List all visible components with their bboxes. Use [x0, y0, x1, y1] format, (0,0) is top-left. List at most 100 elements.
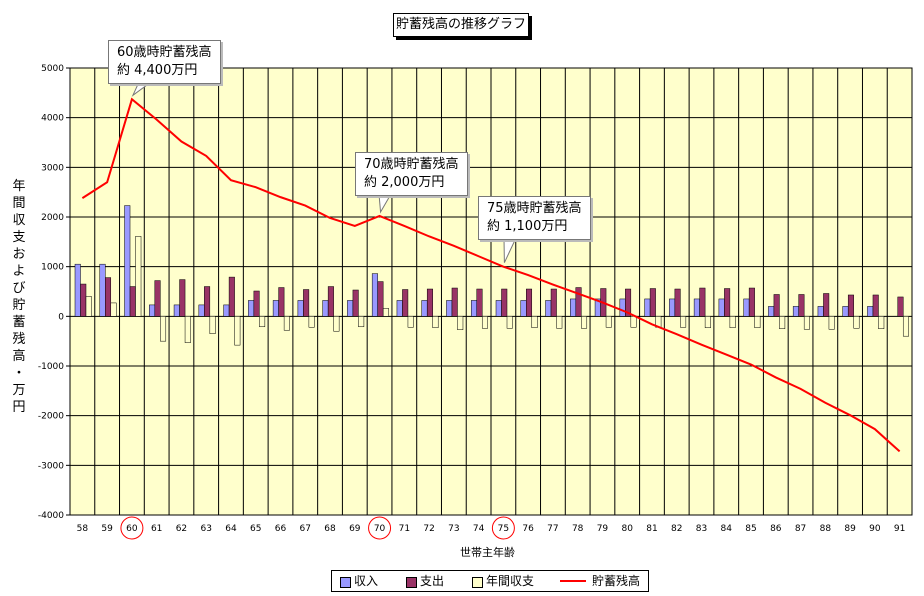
legend: 収入 支出 年間収支 貯蓄残高: [331, 570, 649, 592]
bar-収入: [396, 300, 403, 317]
bar-支出: [847, 294, 854, 317]
annotation-75-line1: 75歳時貯蓄残高: [487, 201, 582, 216]
bar-支出: [228, 276, 235, 317]
bar-支出: [501, 288, 508, 317]
bar-収入: [347, 300, 354, 317]
bar-収入: [248, 300, 255, 317]
y-tick-label: 2000: [41, 213, 64, 223]
y-axis-label-char: お: [12, 247, 26, 262]
y-axis-label-char: 年: [12, 179, 26, 194]
bar-収入: [371, 273, 378, 317]
legend-label-savings: 貯蓄残高: [592, 574, 641, 588]
bar-年間収支: [358, 316, 365, 328]
bar-支出: [352, 289, 359, 317]
bar-支出: [402, 289, 409, 317]
bar-年間収支: [704, 316, 711, 329]
y-tick-label: 4000: [41, 114, 64, 124]
legend-label-expense: 支出: [420, 574, 445, 588]
bar-年間収支: [556, 316, 563, 329]
y-axis-label-char: よ: [12, 264, 26, 279]
bar-年間収支: [209, 316, 216, 334]
bar-収入: [198, 304, 205, 317]
bar-年間収支: [85, 296, 92, 317]
x-tick-label: 91: [894, 524, 905, 534]
bar-年間収支: [680, 316, 687, 328]
bar-支出: [303, 289, 310, 317]
bar-収入: [421, 300, 428, 317]
x-tick-label: 89: [844, 524, 856, 534]
y-axis-label-char: 蓄: [12, 315, 26, 330]
bar-支出: [649, 288, 656, 317]
bar-支出: [80, 283, 87, 317]
bar-収入: [297, 300, 304, 317]
annotation-75-line2: 約 1,100万円: [487, 219, 568, 234]
chart-title: 貯蓄残高の推移グラフ: [393, 13, 529, 37]
bar-年間収支: [803, 316, 810, 330]
x-tick-label: 73: [448, 524, 459, 534]
x-tick-label: 70: [374, 524, 386, 534]
bar-年間収支: [184, 316, 191, 343]
x-tick-label: 78: [572, 524, 584, 534]
x-tick-label: 79: [597, 524, 609, 534]
bar-支出: [748, 287, 755, 317]
y-tick-label: -2000: [38, 412, 64, 422]
x-tick-label: 69: [349, 524, 361, 534]
bar-支出: [550, 288, 557, 317]
x-tick-label: 84: [721, 524, 733, 534]
bar-収入: [669, 298, 676, 317]
bar-年間収支: [605, 316, 612, 328]
bar-支出: [625, 288, 632, 317]
bar-年間収支: [283, 316, 290, 331]
y-tick-label: -3000: [38, 461, 64, 471]
bar-支出: [798, 294, 805, 317]
legend-swatch-income: [340, 577, 351, 588]
x-tick-label: 85: [745, 524, 756, 534]
x-tick-label: 60: [126, 524, 138, 534]
y-tick-label: 5000: [41, 64, 64, 74]
y-axis-label-char: 収: [12, 213, 26, 228]
x-tick-label: 83: [696, 524, 707, 534]
bar-収入: [768, 306, 775, 317]
bar-支出: [129, 286, 136, 317]
highlight-circle-70: [368, 516, 392, 540]
y-tick-label: 1000: [41, 263, 64, 273]
x-tick-label: 80: [621, 524, 633, 534]
bar-収入: [446, 300, 453, 317]
bar-収入: [223, 304, 230, 317]
y-axis-label-char: 万: [12, 383, 26, 398]
bar-年間収支: [531, 316, 538, 329]
annotation-75: 75歳時貯蓄残高 約 1,100万円: [478, 196, 591, 240]
bar-年間収支: [160, 316, 167, 342]
highlight-circle-75: [491, 516, 515, 540]
x-tick-label: 66: [275, 524, 287, 534]
bar-支出: [575, 287, 582, 317]
y-tick-label: -1000: [38, 362, 64, 372]
bar-支出: [674, 288, 681, 317]
bar-支出: [476, 288, 483, 317]
y-axis-label-char: 円: [12, 400, 26, 415]
x-tick-label: 87: [795, 524, 806, 534]
y-axis-label-char: 支: [12, 230, 26, 245]
x-tick-label: 64: [225, 524, 237, 534]
bar-収入: [495, 300, 502, 317]
x-axis-label: 世帯主年齢: [460, 546, 515, 559]
annotation-70-line2: 約 2,000万円: [364, 175, 445, 190]
bar-収入: [124, 205, 131, 317]
bar-収入: [545, 300, 552, 317]
bar-年間収支: [259, 316, 266, 328]
y-axis-label-char: ・: [12, 366, 26, 381]
bar-支出: [897, 296, 904, 317]
bar-収入: [74, 263, 81, 317]
bar-支出: [377, 281, 384, 317]
bar-年間収支: [902, 316, 909, 337]
x-tick-label: 58: [77, 524, 89, 534]
y-axis-label-char: び: [12, 281, 26, 296]
bar-収入: [842, 306, 849, 317]
bar-収入: [693, 298, 700, 317]
legend-label-income: 収入: [354, 574, 379, 588]
annotation-60-line1: 60歳時貯蓄残高: [117, 45, 212, 60]
x-tick-label: 77: [547, 524, 558, 534]
bar-年間収支: [481, 316, 488, 329]
bar-年間収支: [333, 316, 340, 332]
annotation-70: 70歳時貯蓄残高 約 2,000万円: [355, 152, 468, 196]
